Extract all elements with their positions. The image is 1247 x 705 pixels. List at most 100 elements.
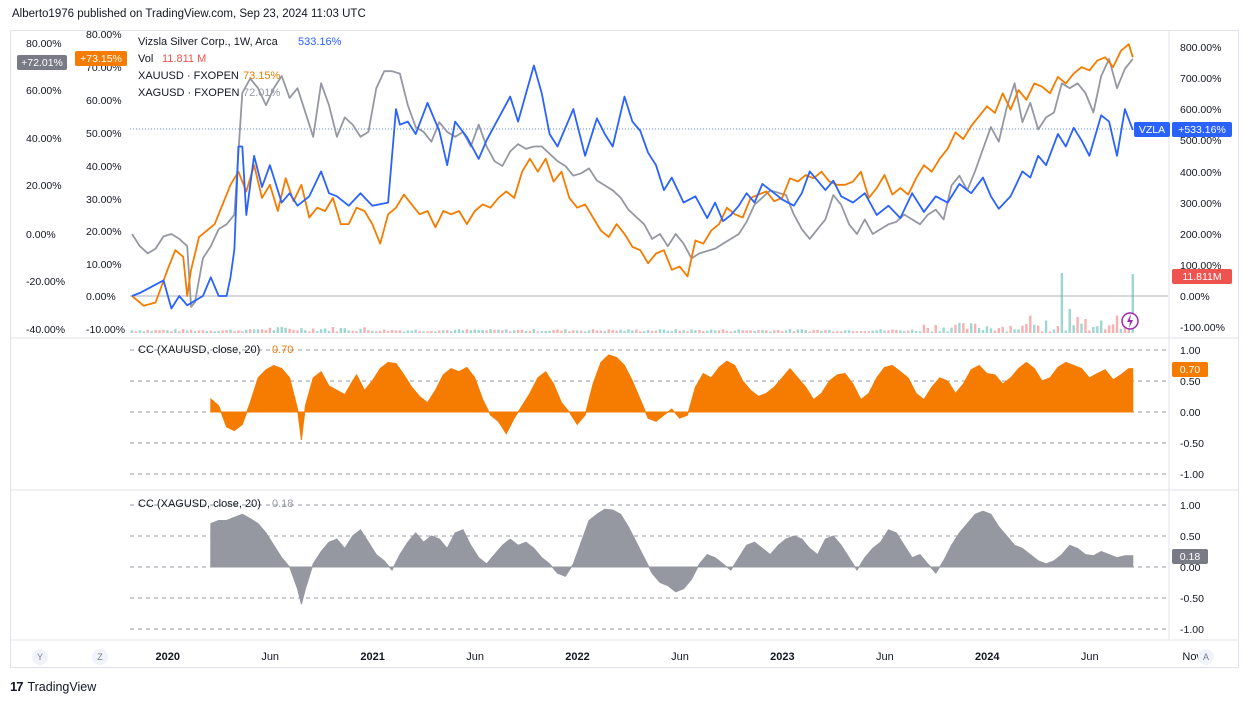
volume-bar: [662, 329, 666, 333]
volume-bar: [394, 330, 398, 333]
volume-bar: [977, 328, 981, 333]
volume-bar: [524, 330, 528, 333]
time-axis-label: 2020: [156, 651, 180, 663]
volume-bar: [1005, 331, 1008, 333]
volume-bar: [438, 330, 441, 333]
volume-bar: [792, 331, 796, 333]
volume-bar: [237, 330, 240, 333]
left-axis-tick-outer: -40.00%: [26, 324, 65, 336]
volume-bar: [690, 329, 693, 333]
volume-bar: [1044, 320, 1048, 333]
volume-bar: [300, 328, 303, 333]
volume-bar: [288, 328, 291, 333]
volume-bar: [832, 331, 835, 333]
volume-bar: [193, 331, 197, 333]
left-axis-tick-outer: 0.00%: [26, 229, 56, 241]
volume-bar: [643, 331, 646, 333]
volume-bar: [382, 329, 386, 333]
cc-xag-axis-tick: 1.00: [1180, 500, 1201, 512]
right-axis-tick: 600.00%: [1180, 104, 1221, 116]
volume-bar: [540, 331, 543, 333]
volume-bar: [390, 329, 394, 333]
auto-scale-button[interactable]: A: [1198, 649, 1214, 665]
left-axis-tick-inner: 60.00%: [86, 95, 122, 107]
volume-bar: [560, 330, 563, 333]
chart-frame: [10, 30, 1239, 668]
cc-xag-legend: CC (XAGUSD, close, 20): [138, 498, 261, 510]
volume-bar: [859, 331, 863, 333]
volume-bar: [473, 329, 476, 333]
volume-bar: [485, 330, 488, 333]
volume-bar: [402, 331, 406, 333]
volume-bar: [477, 330, 480, 333]
volume-bar: [729, 331, 733, 333]
volume-bar: [1088, 330, 1091, 333]
volume-bar: [741, 330, 744, 333]
left-axis-tick-inner: 30.00%: [86, 194, 122, 206]
volume-bar: [308, 331, 311, 333]
volume-bar: [946, 331, 949, 333]
volume-bar: [516, 329, 520, 333]
tradingview-logo[interactable]: 17 TradingView: [10, 679, 96, 694]
volume-bar: [670, 331, 673, 333]
volume-bar: [170, 331, 173, 333]
volume-bar: [926, 327, 930, 333]
volume-bar: [993, 330, 997, 333]
volume-bar: [1037, 325, 1040, 333]
volume-bar: [887, 330, 890, 333]
volume-bar: [217, 330, 220, 333]
volume-bar: [359, 328, 362, 333]
legend-vol-name: Vol: [138, 53, 153, 65]
volume-bar: [197, 330, 201, 333]
volume-bar: [268, 327, 272, 333]
volume-bar: [713, 330, 717, 333]
volume-bar: [1040, 331, 1044, 333]
y-scale-button[interactable]: Y: [32, 649, 48, 665]
volume-bar: [453, 329, 457, 333]
volume-bar: [737, 329, 740, 333]
volume-bar: [650, 330, 654, 333]
volume-bar: [284, 327, 287, 333]
left-xau-badge: +73.15%: [80, 53, 122, 65]
volume-bar: [745, 330, 748, 333]
volume-bar: [918, 331, 922, 333]
left-axis-tick-inner: 10.00%: [86, 259, 122, 271]
cc-xag-legend-value: 0.18: [272, 498, 293, 510]
z-scale-button[interactable]: Z: [92, 649, 108, 665]
left-axis-tick-outer: 60.00%: [26, 85, 62, 97]
volume-bar: [914, 330, 918, 333]
volume-bar: [725, 330, 729, 333]
volume-bar: [784, 330, 788, 333]
volume-bar: [761, 330, 764, 333]
volume-bar: [1103, 329, 1107, 333]
volume-bar: [461, 330, 465, 333]
volume-bar: [899, 330, 902, 333]
volume-bar: [611, 330, 614, 333]
volume-bar: [702, 331, 705, 333]
volume-bar: [379, 330, 382, 333]
volume-bar: [414, 329, 417, 333]
volume-bar: [276, 327, 279, 333]
volume-bar: [934, 324, 937, 333]
volume-bar: [906, 330, 910, 333]
volume-bar: [804, 330, 807, 333]
volume-bar: [970, 323, 973, 333]
right-axis-tick: 700.00%: [1180, 73, 1221, 85]
volume-bar: [367, 330, 370, 333]
cc-xau-badge-bg: [1172, 362, 1208, 377]
volume-bar: [449, 331, 453, 333]
volume-bar: [733, 330, 737, 333]
volume-bar: [1092, 326, 1095, 333]
volume-bar: [903, 331, 906, 333]
volume-bar: [564, 329, 567, 333]
vzla-value-badge: +533.16%: [1178, 124, 1226, 136]
volume-bar: [780, 331, 784, 333]
volume-bar: [938, 331, 941, 333]
volume-bar: [997, 328, 1000, 333]
volume-bar: [1107, 325, 1111, 333]
volume-bar: [1001, 326, 1004, 333]
volume-bar: [796, 329, 800, 333]
left-axis-tick-inner: 0.00%: [86, 291, 116, 303]
volume-bar: [355, 331, 358, 333]
